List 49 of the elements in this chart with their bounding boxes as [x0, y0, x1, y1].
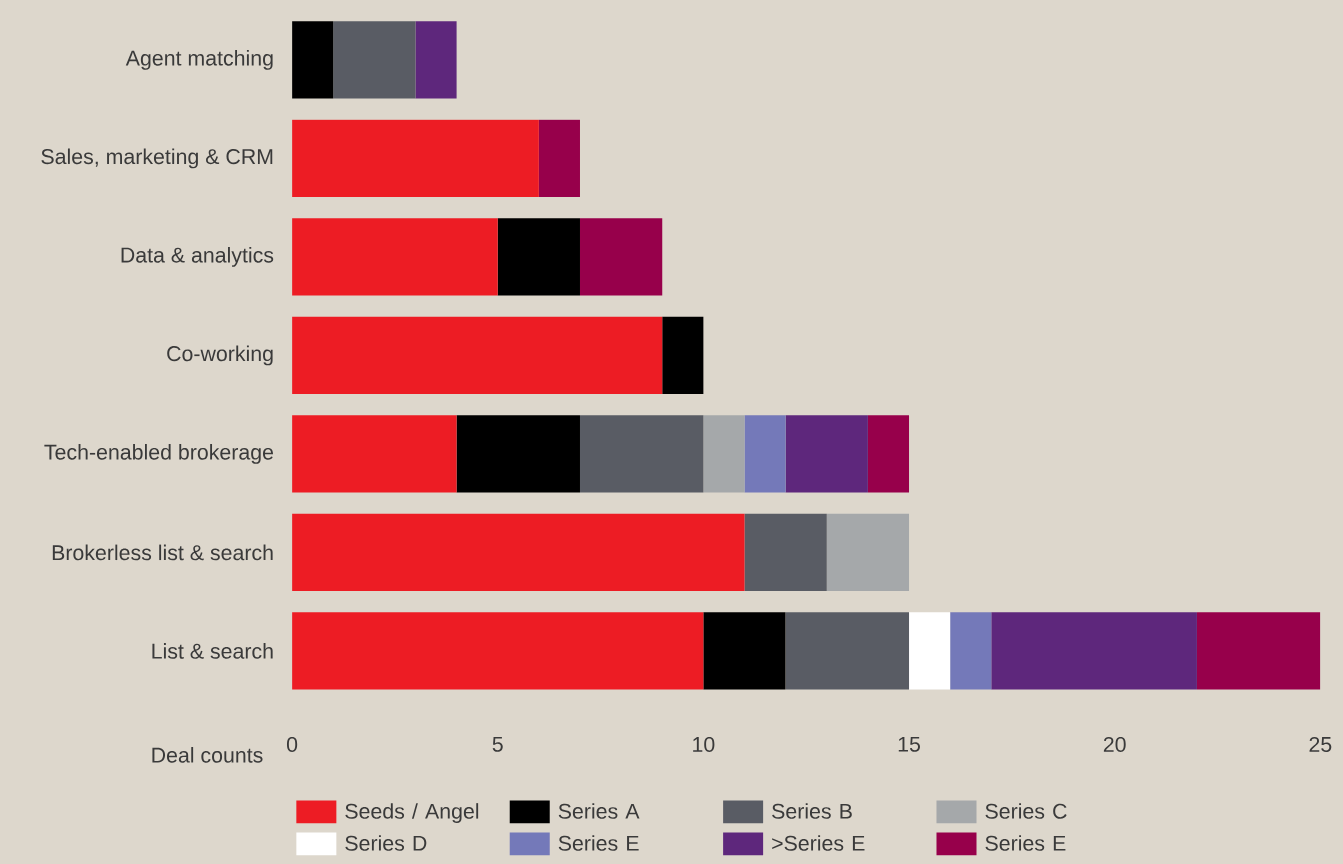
- bar: [292, 415, 457, 493]
- bar: [579, 218, 663, 296]
- bar: [1196, 612, 1321, 690]
- bar: [456, 415, 580, 493]
- bar: [292, 316, 663, 395]
- bar: [826, 513, 910, 592]
- bar: [662, 316, 704, 395]
- bar: [292, 21, 334, 99]
- legend-label: Series E: [558, 835, 639, 851]
- y-tick-label: Co-working: [167, 345, 273, 366]
- bar: [538, 119, 580, 197]
- legend-label: Series B: [772, 803, 852, 819]
- x-tick-label: 20: [1103, 736, 1126, 752]
- bar: [744, 513, 827, 592]
- y-tick-label: Sales, marketing & CRM: [41, 148, 273, 169]
- bar: [292, 119, 539, 197]
- bar: [292, 218, 498, 296]
- bar: [703, 415, 745, 493]
- bar: [785, 415, 868, 493]
- legend-label: Seeds / Angel: [345, 803, 479, 823]
- y-tick-label: Agent matching: [125, 49, 273, 70]
- bar: [333, 21, 416, 99]
- bar: [785, 612, 910, 690]
- bar: [497, 218, 580, 296]
- x-axis-title: Deal counts: [152, 746, 263, 763]
- bar: [950, 612, 992, 690]
- x-tick-label: 0: [286, 736, 298, 752]
- bar: [909, 612, 951, 690]
- y-tick-label: Tech-enabled brokerage: [44, 443, 274, 464]
- legend-label: Series C: [985, 803, 1067, 819]
- bar: [991, 612, 1197, 690]
- legend-label: Series A: [558, 803, 640, 819]
- bar: [867, 415, 910, 493]
- bar: [292, 513, 745, 592]
- x-tick-label: 15: [898, 736, 920, 752]
- y-tick-label: List & search: [152, 643, 273, 659]
- legend-label: Series E: [985, 835, 1066, 851]
- bar: [703, 612, 786, 690]
- x-tick-label: 5: [492, 736, 503, 752]
- legend-label: Series D: [345, 835, 427, 851]
- bar: [415, 21, 457, 99]
- x-tick-label: 25: [1309, 736, 1332, 752]
- bar: [579, 415, 704, 493]
- legend-label: >Series E: [772, 835, 865, 851]
- y-tick-label: Brokerless list & search: [52, 544, 273, 561]
- y-tick-label: Data & analytics: [121, 246, 274, 267]
- bar: [744, 415, 786, 493]
- bar: [292, 612, 704, 690]
- x-tick-label: 10: [693, 736, 715, 752]
